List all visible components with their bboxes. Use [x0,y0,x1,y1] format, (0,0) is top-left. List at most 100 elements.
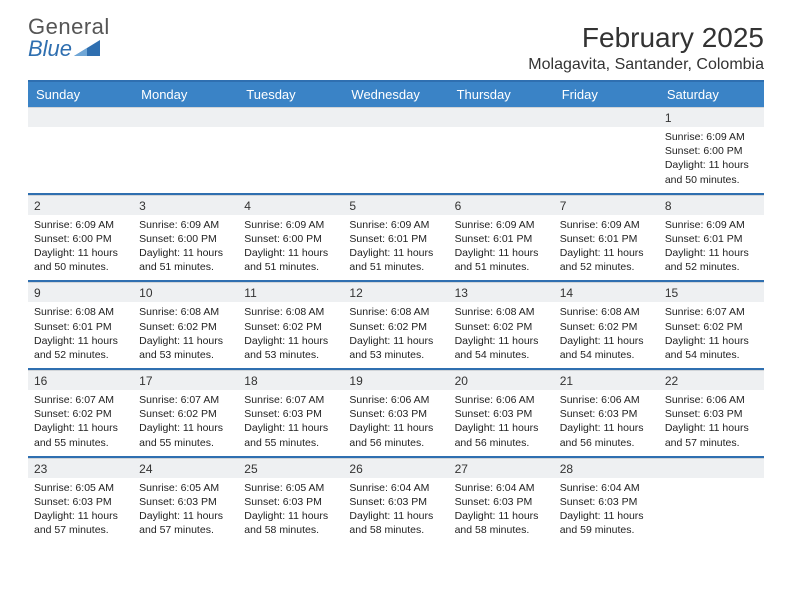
week-body-row: Sunrise: 6:09 AMSunset: 6:00 PMDaylight:… [28,215,764,282]
daylight-line: Daylight: 11 hours and 54 minutes. [560,334,653,362]
sunset-line: Sunset: 6:00 PM [244,232,337,246]
day-header: Thursday [449,82,554,107]
week-body-row: Sunrise: 6:05 AMSunset: 6:03 PMDaylight:… [28,478,764,544]
sunset-line: Sunset: 6:03 PM [560,495,653,509]
week-daybar-row: 2345678 [28,195,764,215]
sunrise-line: Sunrise: 6:08 AM [455,305,548,319]
sunrise-line: Sunrise: 6:04 AM [349,481,442,495]
sunset-line: Sunset: 6:01 PM [455,232,548,246]
day-header: Friday [554,82,659,107]
day-cell: Sunrise: 6:06 AMSunset: 6:03 PMDaylight:… [449,390,554,456]
day-number: 18 [238,370,343,390]
day-cell: Sunrise: 6:09 AMSunset: 6:00 PMDaylight:… [659,127,764,193]
empty-daybar [659,458,764,478]
daylight-line: Daylight: 11 hours and 56 minutes. [349,421,442,449]
sunset-line: Sunset: 6:03 PM [34,495,127,509]
week-daybar-row: 9101112131415 [28,282,764,302]
day-number: 13 [449,282,554,302]
empty-day [28,127,133,185]
day-number: 17 [133,370,238,390]
sunset-line: Sunset: 6:01 PM [349,232,442,246]
empty-daybar [28,107,133,127]
day-number: 14 [554,282,659,302]
day-cell: Sunrise: 6:05 AMSunset: 6:03 PMDaylight:… [28,478,133,544]
empty-daybar [238,107,343,127]
empty-day [554,127,659,185]
day-cell: Sunrise: 6:09 AMSunset: 6:00 PMDaylight:… [238,215,343,281]
day-number: 27 [449,458,554,478]
sunrise-line: Sunrise: 6:06 AM [665,393,758,407]
day-number: 21 [554,370,659,390]
daylight-line: Daylight: 11 hours and 52 minutes. [34,334,127,362]
sunset-line: Sunset: 6:00 PM [34,232,127,246]
sunset-line: Sunset: 6:03 PM [349,407,442,421]
sunrise-line: Sunrise: 6:07 AM [665,305,758,319]
day-number: 24 [133,458,238,478]
brand-word-2: Blue [28,36,72,62]
empty-day [449,127,554,185]
sunset-line: Sunset: 6:03 PM [455,495,548,509]
day-number: 22 [659,370,764,390]
day-number: 10 [133,282,238,302]
day-cell: Sunrise: 6:06 AMSunset: 6:03 PMDaylight:… [554,390,659,456]
sunset-line: Sunset: 6:01 PM [665,232,758,246]
daylight-line: Daylight: 11 hours and 53 minutes. [244,334,337,362]
daylight-line: Daylight: 11 hours and 51 minutes. [455,246,548,274]
sunrise-line: Sunrise: 6:06 AM [349,393,442,407]
sunrise-line: Sunrise: 6:05 AM [244,481,337,495]
daylight-line: Daylight: 11 hours and 53 minutes. [139,334,232,362]
sunrise-line: Sunrise: 6:07 AM [139,393,232,407]
day-cell: Sunrise: 6:09 AMSunset: 6:00 PMDaylight:… [28,215,133,281]
empty-day [659,478,764,536]
day-number: 15 [659,282,764,302]
sunset-line: Sunset: 6:03 PM [455,407,548,421]
day-number: 19 [343,370,448,390]
week-body-row: Sunrise: 6:09 AMSunset: 6:00 PMDaylight:… [28,127,764,194]
sunset-line: Sunset: 6:02 PM [560,320,653,334]
sunrise-line: Sunrise: 6:06 AM [455,393,548,407]
sunset-line: Sunset: 6:02 PM [455,320,548,334]
daylight-line: Daylight: 11 hours and 53 minutes. [349,334,442,362]
daylight-line: Daylight: 11 hours and 58 minutes. [349,509,442,537]
day-cell: Sunrise: 6:08 AMSunset: 6:02 PMDaylight:… [554,302,659,368]
brand-triangle-icon [74,40,100,61]
day-number: 4 [238,195,343,215]
sunrise-line: Sunrise: 6:08 AM [349,305,442,319]
page-title: February 2025 [28,22,764,54]
sunrise-line: Sunrise: 6:09 AM [244,218,337,232]
day-cell: Sunrise: 6:06 AMSunset: 6:03 PMDaylight:… [659,390,764,456]
sunset-line: Sunset: 6:01 PM [560,232,653,246]
sunset-line: Sunset: 6:02 PM [665,320,758,334]
sunrise-line: Sunrise: 6:09 AM [455,218,548,232]
daylight-line: Daylight: 11 hours and 51 minutes. [244,246,337,274]
daylight-line: Daylight: 11 hours and 57 minutes. [34,509,127,537]
day-number: 9 [28,282,133,302]
day-number: 6 [449,195,554,215]
week-daybar-row: 1 [28,107,764,127]
day-number: 25 [238,458,343,478]
sunrise-line: Sunrise: 6:09 AM [665,130,758,144]
day-cell: Sunrise: 6:09 AMSunset: 6:01 PMDaylight:… [659,215,764,281]
day-cell: Sunrise: 6:08 AMSunset: 6:02 PMDaylight:… [343,302,448,368]
day-cell: Sunrise: 6:08 AMSunset: 6:01 PMDaylight:… [28,302,133,368]
day-cell: Sunrise: 6:07 AMSunset: 6:02 PMDaylight:… [133,390,238,456]
sunrise-line: Sunrise: 6:09 AM [139,218,232,232]
sunset-line: Sunset: 6:03 PM [560,407,653,421]
day-number: 23 [28,458,133,478]
day-cell: Sunrise: 6:08 AMSunset: 6:02 PMDaylight:… [449,302,554,368]
daylight-line: Daylight: 11 hours and 55 minutes. [244,421,337,449]
sunset-line: Sunset: 6:02 PM [139,320,232,334]
sunrise-line: Sunrise: 6:05 AM [139,481,232,495]
sunset-line: Sunset: 6:01 PM [34,320,127,334]
daylight-line: Daylight: 11 hours and 52 minutes. [665,246,758,274]
sunrise-line: Sunrise: 6:08 AM [139,305,232,319]
day-cell: Sunrise: 6:09 AMSunset: 6:01 PMDaylight:… [554,215,659,281]
sunset-line: Sunset: 6:02 PM [349,320,442,334]
sunrise-line: Sunrise: 6:07 AM [34,393,127,407]
sunset-line: Sunset: 6:02 PM [34,407,127,421]
day-number: 1 [659,107,764,127]
daylight-line: Daylight: 11 hours and 56 minutes. [455,421,548,449]
empty-day [133,127,238,185]
day-number: 7 [554,195,659,215]
sunrise-line: Sunrise: 6:06 AM [560,393,653,407]
